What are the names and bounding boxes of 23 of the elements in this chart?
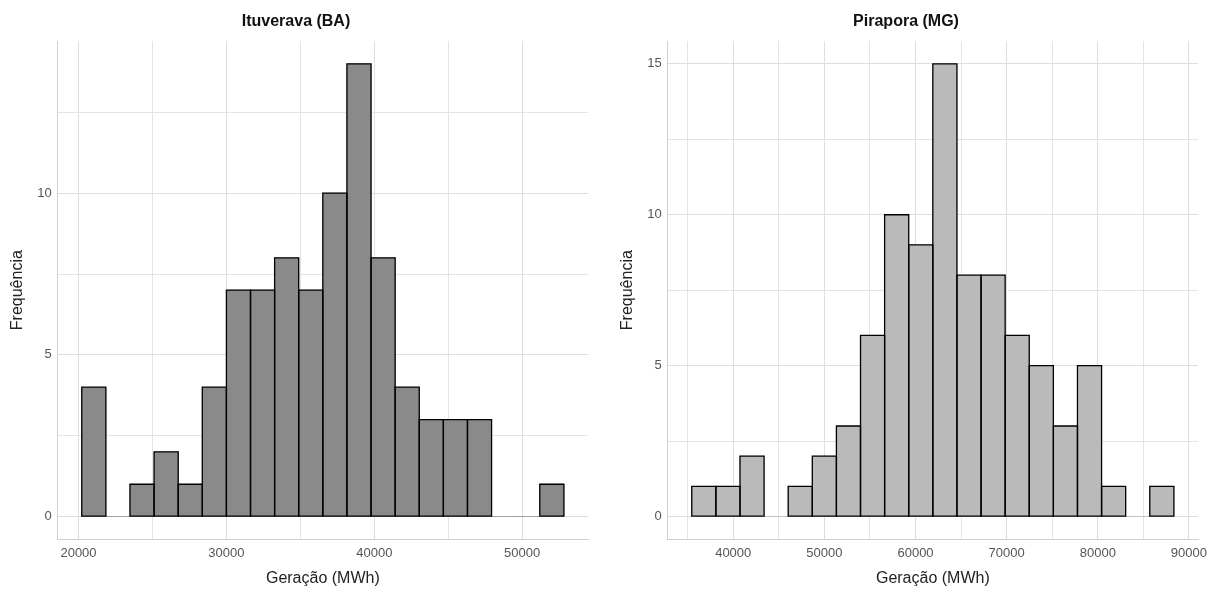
x-tick-label: 30000: [208, 544, 245, 560]
x-tick-label: 80000: [1079, 544, 1116, 560]
x-tick-label: 40000: [715, 544, 752, 560]
y-tick-label: 15: [647, 55, 662, 71]
x-tick-label: 60000: [897, 544, 934, 560]
chart-title: Ituverava (BA): [241, 12, 351, 30]
x-tick-label: 40000: [356, 544, 393, 560]
y-tick-label: 0: [44, 508, 52, 524]
y-tick-label: 0: [654, 508, 662, 524]
x-axis-title: Geração (MWh): [875, 568, 990, 586]
y-tick-label: 10: [647, 206, 662, 222]
x-tick-label: 50000: [806, 544, 843, 560]
x-tick-label: 90000: [1170, 544, 1208, 560]
chart-title: Pirapora (MG): [853, 12, 959, 30]
x-tick-label: 70000: [988, 544, 1025, 560]
x-axis-title: Geração (MWh): [265, 568, 380, 586]
y-axis-title: Frequência: [618, 250, 636, 331]
x-tick-label: 50000: [504, 544, 541, 560]
y-tick-label: 5: [44, 346, 52, 362]
y-axis-title: Frequência: [8, 250, 26, 331]
x-tick-label: 20000: [60, 544, 97, 560]
y-tick-label: 5: [654, 357, 662, 373]
y-tick-label: 10: [37, 184, 52, 200]
